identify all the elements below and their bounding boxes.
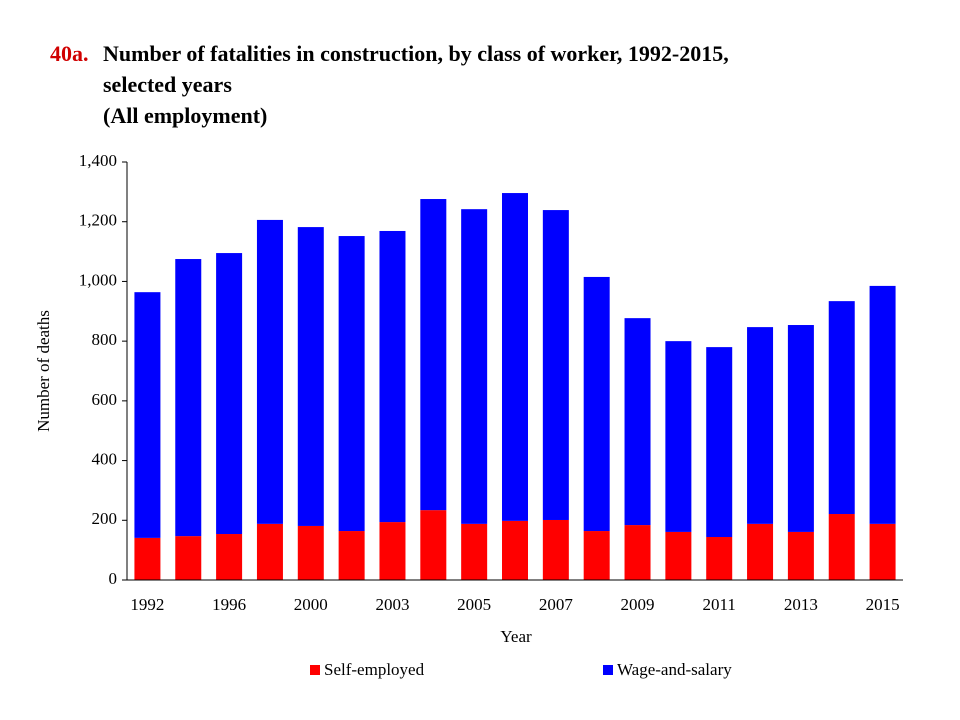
bar-segment [542, 210, 569, 520]
bar-segment [256, 219, 283, 524]
legend-label: Self-employed [324, 660, 425, 679]
bar-segment [665, 341, 692, 532]
x-tick-label: 2003 [375, 595, 409, 614]
bar-segment [665, 531, 692, 580]
chart-title: Number of fatalities in construction, by… [103, 41, 729, 66]
bar-segment [256, 523, 283, 580]
bar-segment [787, 325, 814, 532]
y-axis-label: Number of deaths [34, 310, 53, 432]
bar-segment [379, 522, 406, 580]
bar-segment [461, 523, 488, 580]
chart-title: selected years [103, 72, 232, 97]
x-tick-label: 2007 [539, 595, 574, 614]
y-tick-label: 800 [92, 330, 118, 349]
x-tick-label: 2013 [784, 595, 818, 614]
bar-segment [502, 520, 528, 580]
bar-segment [216, 253, 243, 535]
x-tick-label: 2009 [621, 595, 655, 614]
bar-segment [747, 523, 774, 580]
bar-segment [706, 347, 733, 538]
bar-segment [461, 209, 488, 524]
y-tick-label: 400 [92, 449, 118, 468]
bar-segment [624, 525, 651, 580]
bar-segment [542, 519, 569, 580]
bar-segment [420, 199, 447, 511]
bar-segment [787, 531, 814, 580]
y-tick-label: 200 [92, 509, 118, 528]
bar-segment [869, 523, 896, 580]
title-number: 40a. [50, 41, 89, 66]
y-tick-label: 1,000 [79, 270, 117, 289]
bar-segment [216, 534, 243, 580]
x-tick-label: 2015 [866, 595, 900, 614]
bar-segment [624, 318, 651, 526]
y-tick-label: 600 [92, 390, 118, 409]
y-tick-label: 0 [109, 569, 118, 588]
x-tick-label: 1992 [130, 595, 164, 614]
x-tick-label: 1996 [212, 595, 246, 614]
bar-segment [420, 510, 447, 580]
x-tick-label: 2011 [703, 595, 736, 614]
bar-segment [175, 536, 202, 580]
y-tick-label: 1,200 [79, 211, 117, 230]
bar-segment [747, 327, 774, 524]
bar-segment [175, 259, 202, 537]
bar-segment [828, 514, 855, 580]
bar-segment [706, 537, 733, 580]
x-axis-label: Year [500, 627, 532, 646]
y-tick-label: 1,400 [79, 151, 117, 170]
bar-segment [583, 531, 610, 580]
legend-swatch [310, 665, 320, 675]
bar-segment [379, 230, 406, 523]
bar-segment [869, 285, 896, 524]
bar-segment [134, 292, 161, 538]
x-tick-label: 2005 [457, 595, 491, 614]
bar-segment [583, 276, 610, 532]
legend-label: Wage-and-salary [617, 660, 732, 679]
bar-segment [297, 525, 324, 580]
bar-segment [134, 537, 161, 580]
chart-title: (All employment) [103, 103, 267, 128]
bar-segment [338, 531, 365, 580]
bar-segment [828, 301, 855, 515]
bar-segment [502, 193, 528, 521]
legend-swatch [603, 665, 613, 675]
bar-segment [338, 236, 365, 532]
bar-segment [297, 227, 324, 526]
x-tick-label: 2000 [294, 595, 328, 614]
